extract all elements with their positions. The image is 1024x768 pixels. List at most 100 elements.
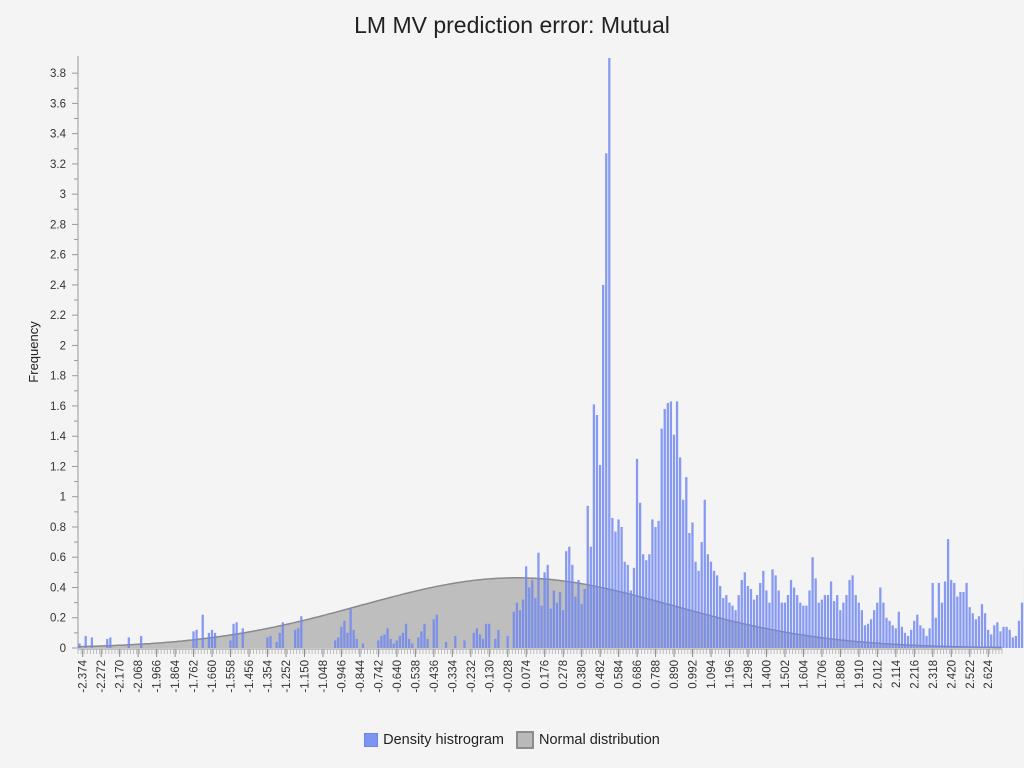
histogram-bar [836,595,839,648]
legend-item-normal[interactable]: Normal distribution [515,731,660,749]
histogram-bar [401,632,405,648]
histogram-bar [592,404,596,648]
histogram-bar [552,590,555,648]
histogram-bar [876,602,879,648]
histogram-bar [454,635,457,648]
y-tick-label: 2.6 [50,250,66,262]
histogram-bar [922,628,925,648]
x-tick-label: -0.436 [429,660,441,693]
histogram-bar [685,477,688,648]
histogram-bar [796,595,799,648]
histogram-bar [777,590,780,648]
histogram-bar [722,598,725,648]
histogram-bar [660,428,663,648]
histogram-bar [780,602,783,648]
histogram-bar [463,640,466,648]
legend-item-histogram[interactable]: Density histrogram [364,732,504,748]
histogram-bar [749,589,753,648]
histogram-bar [380,635,383,648]
histogram-bar [617,519,620,648]
x-tick-label: 1.910 [854,660,866,689]
x-tick-label: 1.400 [761,660,773,689]
histogram-bar [894,628,897,648]
histogram-bar [629,590,632,648]
histogram-bar [352,629,355,648]
histogram-bar [583,589,586,648]
x-tick-label: 1.706 [817,660,829,689]
histogram-bar [799,602,802,648]
histogram-bar [999,631,1002,648]
y-axis: 0 0.2 0.4 0.6 0.8 1 1.2 1.4 1.6 1.8 2 2.2 2.4 2.6 2.8 3… [50,56,79,655]
y-axis-label: Frequency [26,321,41,383]
histogram-bar [842,602,845,648]
y-tick-label: 1 [60,492,66,504]
histogram-bar [192,631,195,648]
x-tick-label: 0.788 [651,660,663,689]
histogram-bar [407,638,411,648]
histogram-bar [950,579,953,648]
x-tick-label: 0.176 [540,660,552,689]
histogram-bar [140,635,143,648]
x-tick-label: 0.686 [632,660,644,689]
histogram-bar [826,595,830,648]
histogram-bar [281,622,284,648]
y-tick-label: 3.4 [50,129,67,141]
histogram-bar [614,531,617,648]
histogram-bar [608,58,611,648]
x-tick-label: -2.272 [96,660,108,693]
histogram-bar [866,623,870,648]
histogram-bar [792,587,796,648]
y-tick-label: 2 [60,340,66,352]
y-tick-label: 2.2 [50,310,66,322]
x-tick-label: -1.660 [207,660,219,693]
x-tick-label: 1.502 [780,660,792,689]
histogram-bar [993,625,996,648]
histogram-bar [691,522,694,648]
histogram-bar [820,599,823,648]
histogram-bar [294,629,297,648]
histogram-bar [386,628,389,648]
histogram-bar [648,554,651,648]
x-tick-label: 2.012 [872,660,884,689]
histogram-bar [654,526,657,648]
histogram-bar [269,635,272,648]
histogram-bar [589,546,592,648]
histogram-bar [789,579,793,648]
histogram-bar [398,635,401,648]
histogram-bar [913,620,916,648]
histogram-bar [845,595,848,648]
histogram-bar [472,632,475,648]
histogram-bar [232,623,235,648]
histogram-bar [595,415,599,648]
histogram-bar [888,620,891,648]
histogram-bar [848,579,851,648]
histogram-bar [506,635,509,648]
histogram-bar [771,569,774,648]
histogram-bar [863,625,867,648]
histogram-bar [488,623,491,648]
histogram-bar [694,561,697,648]
histogram-bar [916,614,919,648]
x-axis: -2.374 -2.272 -2.170 -2.068 -1.966 -1.864 -1.7… [77,648,1003,693]
histogram-bar [127,637,130,648]
histogram-bar [897,611,900,648]
histogram-bar [340,626,343,648]
histogram-bar [731,605,734,648]
histogram-bar [602,284,605,648]
x-tick-label: -1.966 [152,660,164,693]
histogram-bar [635,458,639,648]
x-tick-label: 0.278 [558,660,570,689]
x-tick-label: -0.232 [466,660,478,693]
histogram-bar [925,635,928,648]
y-tick-label: 2.8 [50,219,66,231]
histogram-bar [435,614,438,648]
y-tick-label: 3.8 [50,68,66,80]
histogram-bar [669,401,673,648]
x-tick-label: -1.150 [299,660,311,693]
histogram-bar [1008,629,1011,648]
histogram-bar [444,641,448,648]
histogram-bar [817,602,820,648]
histogram-bar [756,595,759,648]
histogram-bar [759,582,762,648]
